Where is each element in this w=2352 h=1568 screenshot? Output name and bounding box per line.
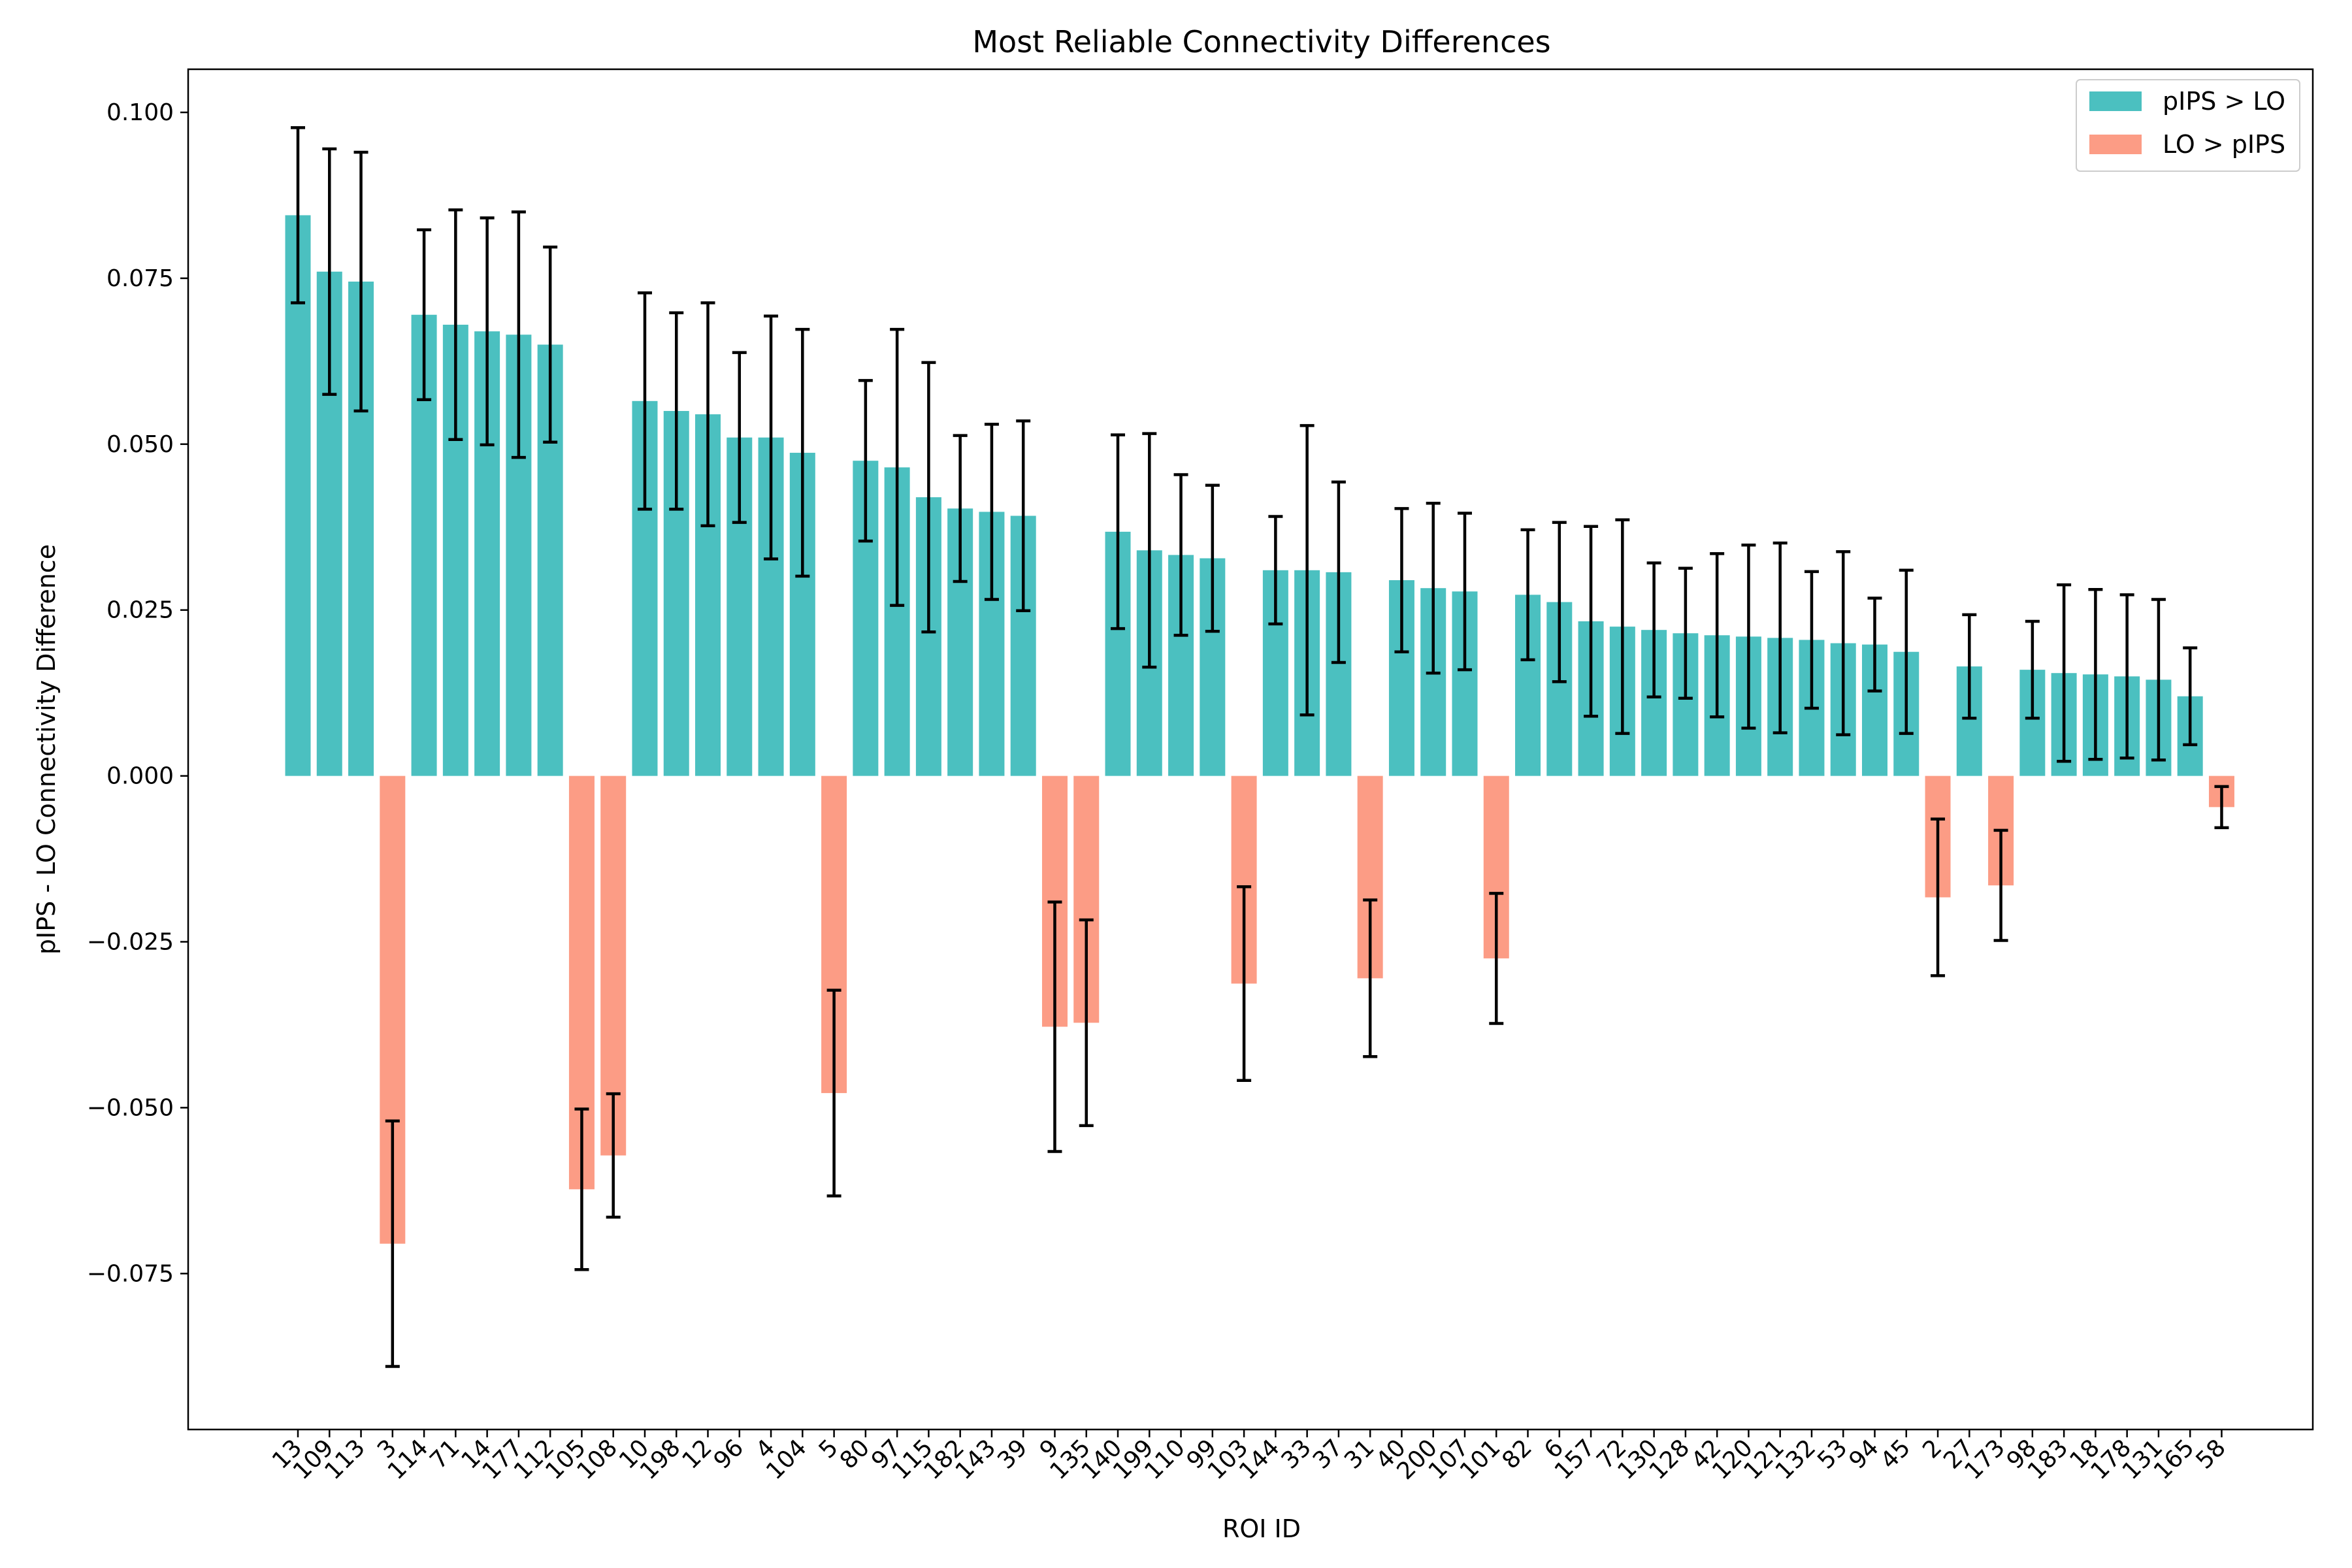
errorbar-5 [826, 988, 841, 1198]
errorbar-105 [574, 1107, 589, 1271]
legend-swatch-negative [2089, 135, 2142, 154]
errorbar-33 [1299, 424, 1315, 717]
errorbar-18 [2088, 587, 2103, 761]
legend: pIPS > LO LO > pIPS [2076, 79, 2300, 172]
y-tick-label: 0.050 [106, 431, 174, 458]
errorbar-39 [1016, 419, 1031, 612]
errorbar-107 [1457, 512, 1472, 672]
errorbar-94 [1867, 596, 1882, 693]
errorbar-182 [953, 434, 968, 583]
errorbar-99 [1205, 483, 1220, 633]
errorbar-31 [1363, 898, 1378, 1058]
errorbar-130 [1646, 561, 1661, 699]
errorbar-96 [732, 351, 747, 524]
errorbar-71 [448, 208, 463, 441]
errorbar-12 [700, 301, 715, 527]
errorbar-6 [1552, 521, 1567, 683]
errorbar-3 [385, 1119, 400, 1368]
y-axis: 0.100 0.075 0.050 0.025 0.000 −0.025 −0.050 −0.… [87, 99, 188, 1287]
legend-label-negative: LO > pIPS [2163, 130, 2285, 159]
errorbar-82 [1520, 528, 1535, 662]
x-tick-label-45: 45 [1876, 1434, 1916, 1474]
errorbars-layer [291, 126, 2229, 1368]
errorbar-200 [1426, 501, 1441, 675]
errorbar-2 [1931, 817, 1946, 977]
legend-label-positive: pIPS > LO [2163, 87, 2285, 116]
errorbar-40 [1394, 507, 1409, 653]
bar-13 [285, 215, 311, 776]
y-tick-label: 0.100 [106, 99, 174, 126]
errorbar-110 [1173, 473, 1188, 637]
errorbar-121 [1772, 541, 1788, 734]
errorbar-199 [1142, 432, 1157, 669]
errorbar-177 [511, 210, 526, 459]
errorbar-109 [322, 147, 337, 396]
errorbar-131 [2151, 598, 2166, 762]
errorbar-112 [543, 245, 558, 444]
errorbar-114 [417, 228, 432, 402]
y-tick-label: 0.075 [106, 265, 174, 292]
errorbar-157 [1584, 525, 1599, 718]
errorbar-80 [858, 379, 873, 543]
x-tick-label-58: 58 [2191, 1434, 2230, 1474]
errorbar-42 [1710, 552, 1725, 719]
y-tick-label: 0.000 [106, 763, 174, 790]
errorbar-13 [291, 126, 305, 304]
chart-title: Most Reliable Connectivity Differences [972, 24, 1550, 59]
errorbar-165 [2183, 646, 2198, 747]
errorbar-173 [1993, 828, 2008, 942]
errorbar-10 [637, 291, 652, 511]
x-tick-label-39: 39 [992, 1434, 1032, 1474]
errorbar-120 [1741, 543, 1756, 730]
errorbar-14 [480, 216, 495, 447]
errorbar-108 [606, 1092, 621, 1219]
legend-swatch-positive [2089, 91, 2142, 111]
plot-frame [187, 68, 2314, 1431]
x-tick-label-96: 96 [709, 1434, 749, 1474]
errorbar-98 [2025, 619, 2040, 720]
y-tick-label: −0.025 [87, 929, 174, 956]
errorbar-103 [1237, 885, 1252, 1083]
errorbar-183 [2057, 583, 2072, 763]
errorbar-128 [1678, 566, 1693, 700]
y-tick-label: −0.050 [87, 1094, 174, 1121]
bars-layer [285, 215, 2234, 1244]
y-tick-label: −0.075 [87, 1260, 174, 1287]
errorbar-144 [1268, 515, 1283, 626]
errorbar-45 [1899, 568, 1914, 735]
errorbar-101 [1489, 892, 1504, 1025]
errorbar-4 [764, 314, 779, 561]
errorbar-27 [1962, 613, 1977, 720]
errorbar-53 [1836, 550, 1851, 736]
errorbar-72 [1615, 518, 1630, 735]
y-axis-label: pIPS - LO Connectivity Difference [32, 544, 61, 955]
errorbar-135 [1079, 918, 1094, 1128]
errorbar-115 [921, 361, 936, 634]
x-tick-label-82: 82 [1497, 1434, 1537, 1474]
errorbar-37 [1331, 480, 1346, 664]
errorbar-113 [353, 150, 368, 413]
errorbar-9 [1047, 900, 1062, 1153]
errorbar-198 [669, 311, 684, 511]
errorbar-143 [984, 423, 999, 601]
x-axis-label: ROI ID [1222, 1514, 1301, 1543]
y-tick-label: 0.025 [106, 597, 174, 624]
errorbar-132 [1804, 570, 1819, 710]
errorbar-178 [2119, 593, 2134, 760]
errorbar-140 [1111, 433, 1126, 630]
errorbar-97 [890, 327, 905, 607]
errorbar-104 [795, 327, 810, 578]
errorbar-58 [2214, 785, 2229, 830]
bar-108 [600, 776, 627, 1156]
